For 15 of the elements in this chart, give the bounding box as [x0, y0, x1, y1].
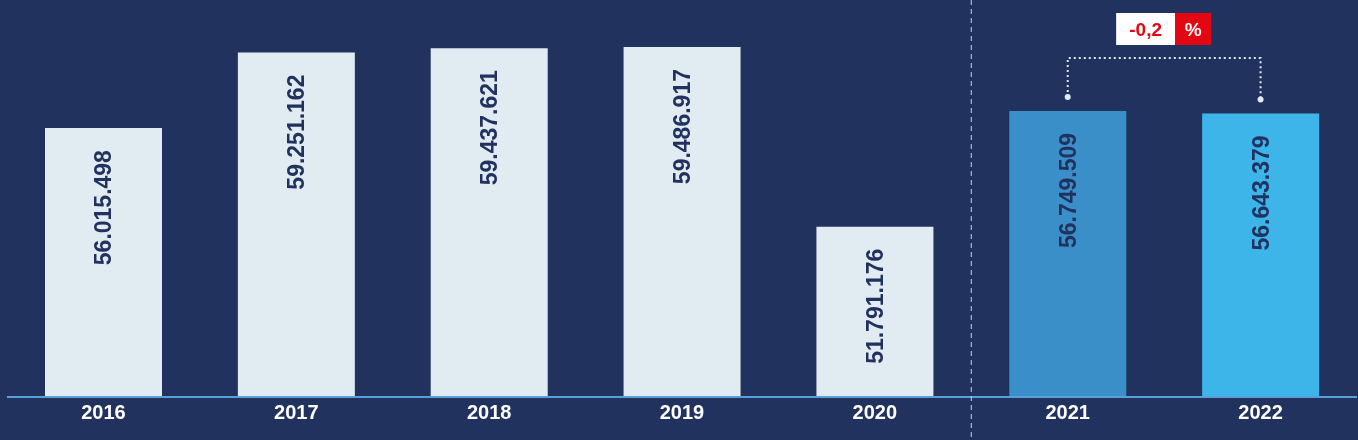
x-tick-label: 2020	[852, 401, 898, 424]
data-label: 51.791.176	[861, 248, 888, 364]
x-tick-label: 2017	[274, 401, 319, 424]
x-tick-label: 2018	[466, 401, 512, 424]
x-tick-label: 2021	[1045, 401, 1090, 424]
data-label: 59.486.917	[669, 69, 696, 185]
data-label: 59.437.621	[476, 69, 503, 186]
annotation: -0,2 %	[1129, 18, 1202, 40]
data-label: 56.015.498	[90, 149, 117, 266]
x-tick-label: 2016	[81, 401, 126, 424]
data-label: 56.643.379	[1247, 135, 1274, 251]
x-tick-label: 2022	[1238, 401, 1283, 424]
data-label: 59.251.162	[283, 74, 310, 190]
data-label: 56.749.509	[1054, 132, 1081, 249]
x-tick-label: 2019	[659, 401, 705, 424]
